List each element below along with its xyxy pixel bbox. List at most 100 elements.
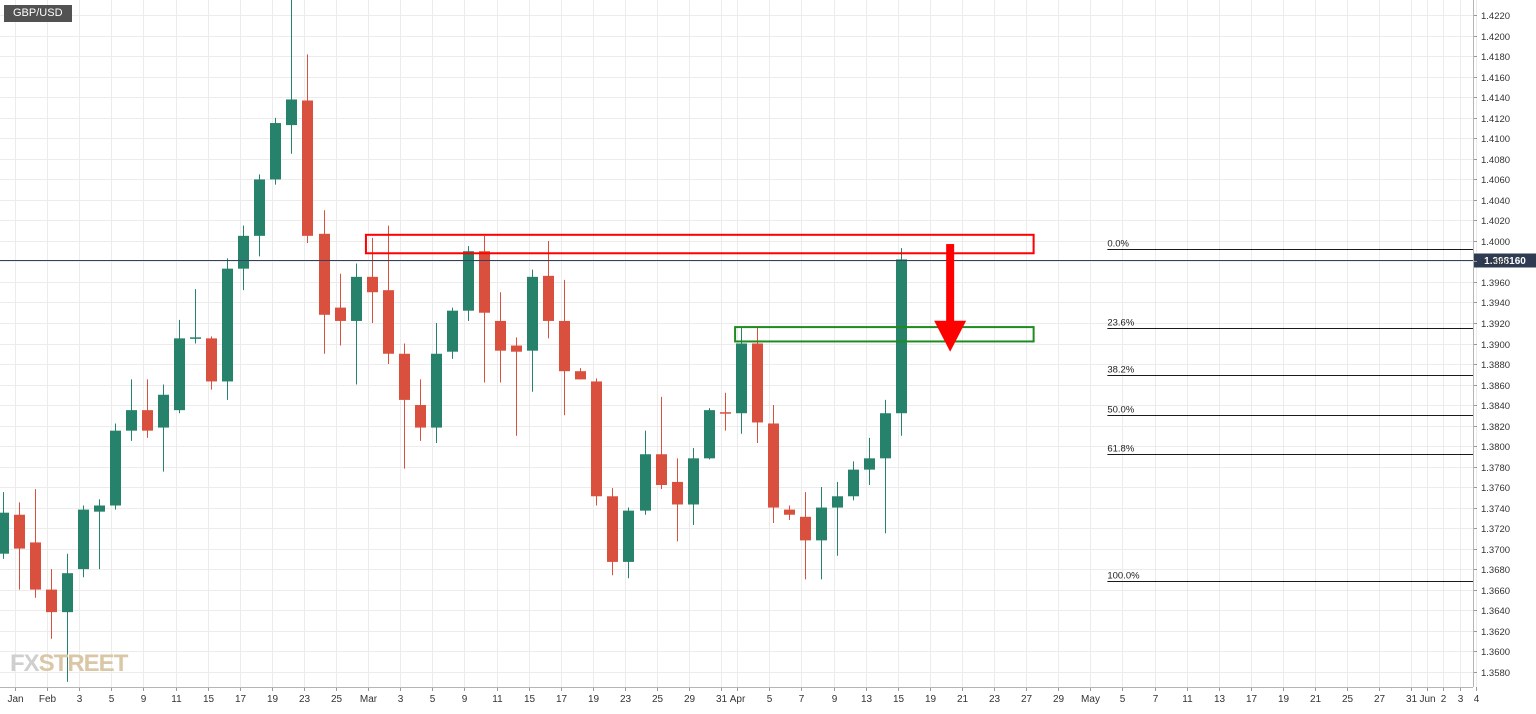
fib-level-label: 100.0% [1107, 571, 1140, 582]
x-tick-label: 11 [492, 694, 503, 705]
x-tick-label: Mar [360, 694, 378, 705]
y-tick-label: 1.3920 [1481, 319, 1510, 330]
candle [880, 399, 891, 534]
candle-body [14, 514, 25, 549]
candle-body [302, 100, 313, 236]
down-arrow-shaft [946, 244, 955, 322]
candle [110, 423, 121, 510]
y-tick-label: 1.4020 [1481, 216, 1510, 227]
candle-body [640, 454, 651, 511]
x-tick-label: 19 [588, 694, 600, 705]
candle [254, 174, 265, 257]
y-tick-label: 1.3860 [1481, 381, 1510, 392]
candle [575, 368, 586, 380]
down-arrow-head [934, 320, 967, 352]
candle-body [656, 454, 667, 486]
x-tick-label: 17 [1246, 694, 1258, 705]
candle-body [720, 412, 731, 414]
candle-body [319, 233, 330, 315]
candle [126, 379, 137, 441]
candle-body [864, 458, 875, 470]
x-tick-label: 25 [652, 694, 664, 705]
candle [447, 307, 458, 359]
y-tick-label: 1.4000 [1481, 237, 1510, 248]
candle [848, 461, 859, 501]
candle [319, 210, 330, 354]
x-tick-label: 27 [1021, 694, 1033, 705]
candle-body [351, 276, 362, 321]
candle [543, 240, 554, 339]
candle-body [78, 509, 89, 570]
candle [431, 322, 442, 443]
x-tick-label: 13 [1214, 694, 1226, 705]
x-tick-label: 31 [716, 694, 728, 705]
candle [78, 505, 89, 578]
candle-body [126, 410, 137, 431]
y-tick-label: 1.3940 [1481, 298, 1510, 309]
symbol-badge: GBP/USD [4, 5, 72, 22]
candle [399, 343, 410, 469]
y-tick-label: 1.3780 [1481, 463, 1510, 474]
candle-body [254, 179, 265, 236]
candle [511, 337, 522, 436]
candle [351, 263, 362, 385]
candle-body [94, 505, 105, 512]
y-tick-label: 1.3880 [1481, 360, 1510, 371]
y-tick-label: 1.3680 [1481, 565, 1510, 576]
candle [736, 328, 747, 434]
candle [94, 499, 105, 570]
candle-body [479, 251, 490, 313]
candle [623, 507, 634, 579]
candle-body [784, 509, 795, 515]
x-tick-label: 11 [1182, 694, 1193, 705]
candle-body [447, 310, 458, 352]
candle-body [607, 496, 618, 562]
candle-body [832, 496, 843, 508]
x-tick-label: May [1081, 694, 1100, 705]
candle [832, 481, 843, 556]
candle-body [511, 345, 522, 352]
y-tick-label: 1.3900 [1481, 340, 1510, 351]
candle [14, 502, 25, 590]
candle [0, 492, 9, 559]
candle-body [431, 353, 442, 428]
x-tick-label: 19 [1278, 694, 1290, 705]
candle-body [527, 276, 538, 351]
y-tick-label: 1.3740 [1481, 504, 1510, 515]
fib-level-label: 23.6% [1107, 318, 1134, 329]
x-tick-label: 9 [832, 694, 838, 705]
y-tick-label: 1.4100 [1481, 134, 1510, 145]
candle-body [736, 343, 747, 414]
candle [415, 379, 426, 441]
y-tick-label: 1.4080 [1481, 155, 1510, 166]
candle [607, 488, 618, 576]
axes: 1.3580 1.3600 1.3620 1.3640 1.3660 1.3680 1.37… [0, 0, 1510, 705]
x-tick-label: 19 [267, 694, 279, 705]
watermark-street: STREET [38, 650, 129, 677]
fib-level-label: 61.8% [1107, 444, 1134, 455]
candle-body [158, 394, 169, 428]
y-tick-label: 1.3820 [1481, 422, 1510, 433]
candle [286, 0, 297, 154]
candle [816, 487, 827, 580]
candle-body [222, 268, 233, 382]
x-tick-label: 2 [1441, 694, 1447, 705]
candle-body [46, 589, 57, 613]
x-tick-label: 21 [1310, 694, 1322, 705]
current-price-badge-label: 1.398160 [1484, 256, 1526, 267]
candle-body [768, 423, 779, 508]
x-tick-label: 29 [684, 694, 696, 705]
candle [174, 319, 185, 414]
candle-body [190, 337, 201, 339]
x-tick-label: 23 [620, 694, 632, 705]
candle [640, 430, 651, 515]
x-tick-label: Jan [7, 694, 23, 705]
candle-body [270, 123, 281, 180]
x-tick-label: 27 [1374, 694, 1386, 705]
x-tick-label: 3 [1458, 694, 1464, 705]
candle [270, 117, 281, 185]
candle [367, 237, 378, 323]
candle-body [623, 510, 634, 562]
candle-body [206, 338, 217, 382]
